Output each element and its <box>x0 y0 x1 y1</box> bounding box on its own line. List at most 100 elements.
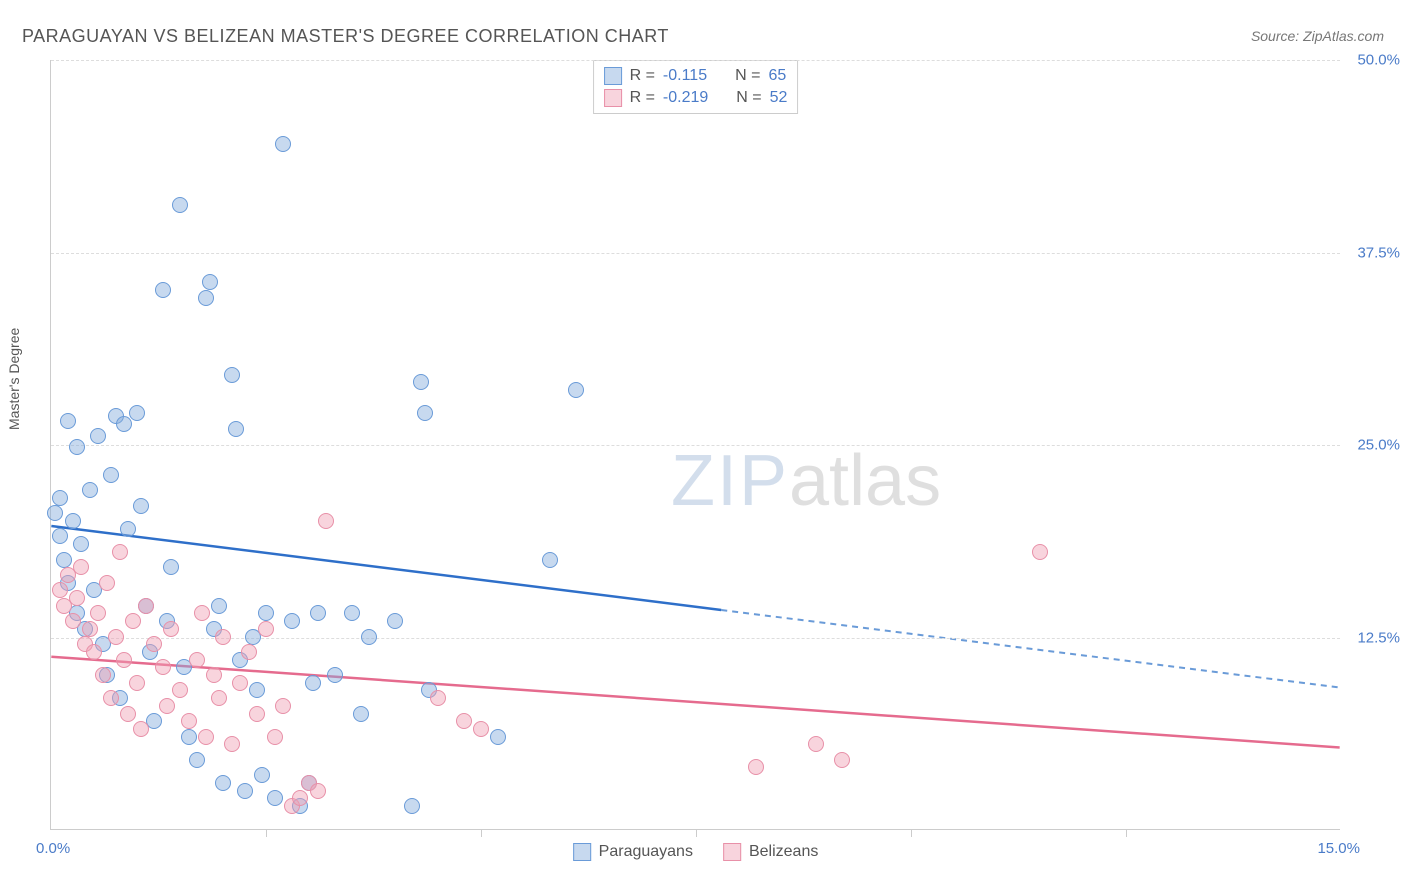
data-point <box>267 790 283 806</box>
data-point <box>215 775 231 791</box>
data-point <box>808 736 824 752</box>
legend-label: Paraguayans <box>599 843 693 861</box>
legend-swatch <box>604 67 622 85</box>
data-point <box>430 690 446 706</box>
data-point <box>69 439 85 455</box>
gridline <box>51 445 1340 446</box>
data-point <box>417 405 433 421</box>
data-point <box>275 698 291 714</box>
legend-row: R = -0.115 N = 65 <box>604 65 788 87</box>
data-point <box>237 783 253 799</box>
data-point <box>56 552 72 568</box>
trend-line-solid <box>51 526 721 610</box>
legend-n-value: 65 <box>768 67 786 85</box>
data-point <box>60 413 76 429</box>
data-point <box>116 416 132 432</box>
data-point <box>224 367 240 383</box>
data-point <box>198 729 214 745</box>
data-point <box>249 706 265 722</box>
data-point <box>275 136 291 152</box>
legend-swatch <box>604 89 622 107</box>
data-point <box>387 613 403 629</box>
legend-r-value: -0.219 <box>663 89 708 107</box>
legend-item: Belizeans <box>723 843 818 861</box>
data-point <box>52 582 68 598</box>
data-point <box>258 621 274 637</box>
data-point <box>748 759 764 775</box>
data-point <box>413 374 429 390</box>
data-point <box>155 659 171 675</box>
legend-n-label: N = <box>736 89 761 107</box>
y-tick-label: 25.0% <box>1357 437 1400 454</box>
data-point <box>568 382 584 398</box>
legend-r-label: R = <box>630 89 655 107</box>
data-point <box>202 274 218 290</box>
legend-r-value: -0.115 <box>663 67 707 85</box>
y-tick-label: 50.0% <box>1357 52 1400 69</box>
data-point <box>249 682 265 698</box>
data-point <box>103 690 119 706</box>
data-point <box>159 698 175 714</box>
legend-r-label: R = <box>630 67 655 85</box>
data-point <box>163 621 179 637</box>
data-point <box>52 528 68 544</box>
data-point <box>82 482 98 498</box>
data-point <box>52 490 68 506</box>
data-point <box>125 613 141 629</box>
data-point <box>146 636 162 652</box>
data-point <box>189 652 205 668</box>
trend-line-dashed <box>721 610 1339 688</box>
data-point <box>344 605 360 621</box>
data-point <box>116 652 132 668</box>
data-point <box>215 629 231 645</box>
legend-swatch <box>723 843 741 861</box>
data-point <box>155 282 171 298</box>
data-point <box>292 790 308 806</box>
data-point <box>318 513 334 529</box>
x-tick <box>911 829 912 837</box>
data-point <box>47 505 63 521</box>
data-point <box>194 605 210 621</box>
x-tick <box>1126 829 1127 837</box>
data-point <box>133 498 149 514</box>
gridline <box>51 60 1340 61</box>
correlation-legend: R =-0.115N =65R =-0.219N =52 <box>593 60 799 114</box>
data-point <box>181 729 197 745</box>
series-legend: Paraguayans Belizeans <box>573 843 819 861</box>
data-point <box>129 405 145 421</box>
data-point <box>327 667 343 683</box>
data-point <box>133 721 149 737</box>
legend-swatch <box>573 843 591 861</box>
data-point <box>254 767 270 783</box>
y-tick-label: 12.5% <box>1357 629 1400 646</box>
data-point <box>73 559 89 575</box>
data-point <box>834 752 850 768</box>
x-tick <box>266 829 267 837</box>
data-point <box>120 706 136 722</box>
data-point <box>69 590 85 606</box>
legend-item: Paraguayans <box>573 843 693 861</box>
data-point <box>189 752 205 768</box>
data-point <box>284 613 300 629</box>
data-point <box>95 667 111 683</box>
data-point <box>198 290 214 306</box>
data-point <box>65 513 81 529</box>
gridline <box>51 253 1340 254</box>
data-point <box>108 629 124 645</box>
watermark-atlas: atlas <box>789 441 941 521</box>
data-point <box>103 467 119 483</box>
data-point <box>224 736 240 752</box>
chart-container: PARAGUAYAN VS BELIZEAN MASTER'S DEGREE C… <box>0 0 1406 892</box>
data-point <box>86 644 102 660</box>
y-tick-label: 37.5% <box>1357 244 1400 261</box>
watermark-zip: ZIP <box>671 441 789 521</box>
legend-n-label: N = <box>735 67 760 85</box>
data-point <box>90 428 106 444</box>
data-point <box>310 605 326 621</box>
source-attribution: Source: ZipAtlas.com <box>1251 28 1384 44</box>
x-tick <box>696 829 697 837</box>
data-point <box>99 575 115 591</box>
data-point <box>172 682 188 698</box>
legend-row: R =-0.219N =52 <box>604 87 788 109</box>
data-point <box>490 729 506 745</box>
